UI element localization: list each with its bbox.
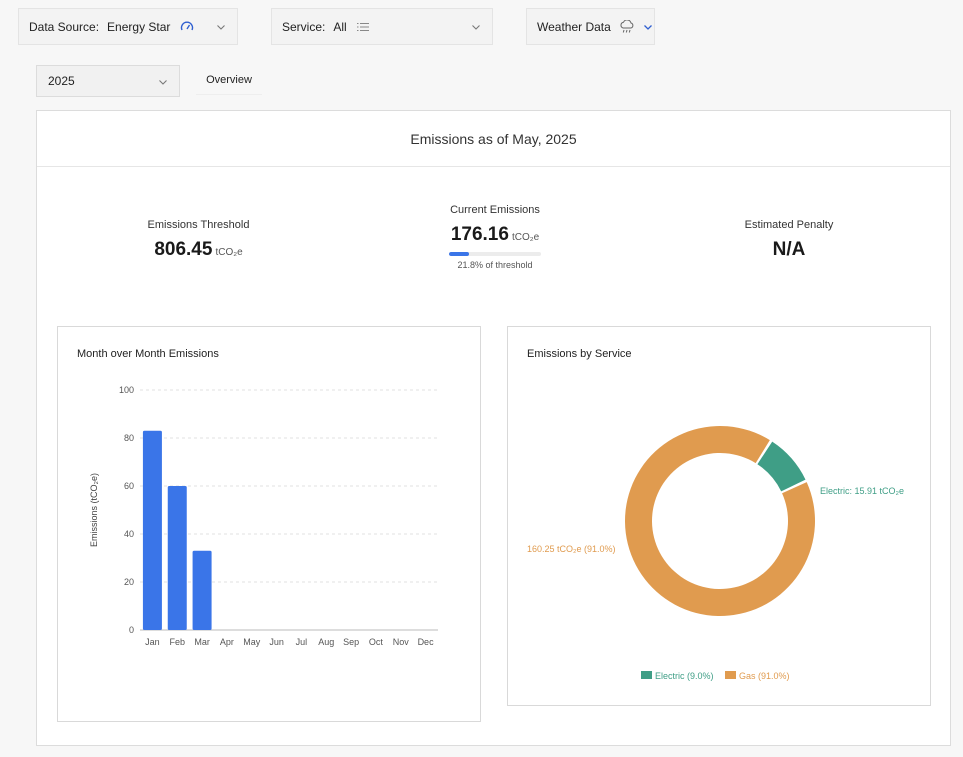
year-select[interactable]: 2025 [36, 65, 180, 97]
kpi-label: Estimated Penalty [744, 219, 834, 231]
kpi-value: N/A [772, 239, 806, 260]
slice-label-electric: Electric: 15.91 tCO₂e [820, 486, 904, 496]
x-tick-label: Nov [393, 637, 410, 647]
y-tick-label: 80 [124, 433, 134, 443]
x-tick-label: Aug [318, 637, 334, 647]
chart-title: Emissions by Service [527, 348, 632, 360]
x-tick-label: May [243, 637, 261, 647]
x-tick-label: Jul [296, 637, 308, 647]
legend-label-gas: Gas (91.0%) [739, 671, 790, 681]
kpi-estimated-penalty: Estimated Penalty N/A [729, 219, 849, 261]
x-tick-label: Dec [418, 637, 435, 647]
kpi-label: Emissions Threshold [147, 219, 250, 231]
month-over-month-card: 0 20 40 60 80 100 Jan Feb Mar Apr May Jun Jul Aug Sep O… [57, 326, 481, 722]
panel-title: Emissions as of May, 2025 [37, 111, 950, 167]
y-axis-label: Emissions (tCO₂e) [89, 473, 99, 547]
x-tick-label: Mar [194, 637, 210, 647]
slice-electric [757, 441, 806, 492]
kpi-unit: tCO₂e [511, 232, 540, 243]
tab-overview[interactable]: Overview [196, 65, 262, 95]
x-tick-label: Sep [343, 637, 359, 647]
x-tick-label: Jun [269, 637, 284, 647]
year-value: 2025 [48, 74, 75, 88]
bar-mar [192, 550, 212, 630]
y-tick-label: 20 [124, 577, 134, 587]
chart-title: Month over Month Emissions [77, 348, 219, 360]
bar-chart: 0 20 40 60 80 100 Jan Feb Mar Apr May Jun Jul Aug Sep O… [89, 385, 438, 647]
x-tick-label: Feb [169, 637, 185, 647]
progress-caption: 21.8% of threshold [457, 260, 533, 270]
slice-label-gas: 160.25 tCO₂e (91.0%) [527, 544, 616, 554]
list-icon [356, 22, 369, 32]
x-tick-label: Jan [145, 637, 160, 647]
weather-label: Weather Data [537, 19, 611, 34]
service-filter[interactable]: Service: All [271, 8, 493, 45]
kpi-value: 806.45 [154, 239, 213, 260]
kpi-label: Current Emissions [450, 204, 540, 216]
kpi-unit: tCO₂e [215, 247, 243, 258]
service-value: All [333, 19, 347, 34]
legend-swatch-gas [725, 671, 736, 679]
y-tick-label: 100 [119, 385, 134, 395]
donut-chart: Electric: 15.91 tCO₂e 160.25 tCO₂e (91.0%… [527, 426, 904, 681]
cloud-rain-icon [619, 19, 635, 34]
legend-label-electric: Electric (9.0%) [655, 671, 714, 681]
chevron-down-icon [216, 22, 226, 32]
y-tick-label: 40 [124, 529, 134, 539]
threshold-progress-bar [449, 252, 541, 256]
y-tick-label: 60 [124, 481, 134, 491]
weather-data-toggle[interactable]: Weather Data [526, 8, 655, 45]
kpi-value: 176.16 [450, 224, 509, 245]
chevron-down-icon [158, 77, 168, 87]
progress-fill [449, 252, 470, 256]
emissions-by-service-card: Electric: 15.91 tCO₂e 160.25 tCO₂e (91.0%… [507, 326, 931, 706]
x-tick-label: Apr [220, 637, 234, 647]
chevron-down-icon [471, 22, 481, 32]
service-label: Service: [282, 19, 326, 34]
data-source-filter[interactable]: Data Source: Energy Star [18, 8, 238, 45]
bar-jan [142, 430, 162, 630]
x-tick-label: Oct [369, 637, 384, 647]
kpi-emissions-threshold: Emissions Threshold 806.45 tCO₂e [136, 219, 261, 261]
bar-feb [167, 486, 187, 630]
y-tick-label: 0 [129, 625, 134, 635]
chevron-down-icon [643, 22, 653, 32]
legend-swatch-electric [641, 671, 652, 679]
gauge-icon [180, 20, 194, 34]
data-source-label: Data Source: [29, 19, 100, 34]
data-source-value: Energy Star [107, 19, 171, 34]
kpi-current-emissions: Current Emissions 176.16 tCO₂e 21.8% of … [439, 204, 551, 270]
